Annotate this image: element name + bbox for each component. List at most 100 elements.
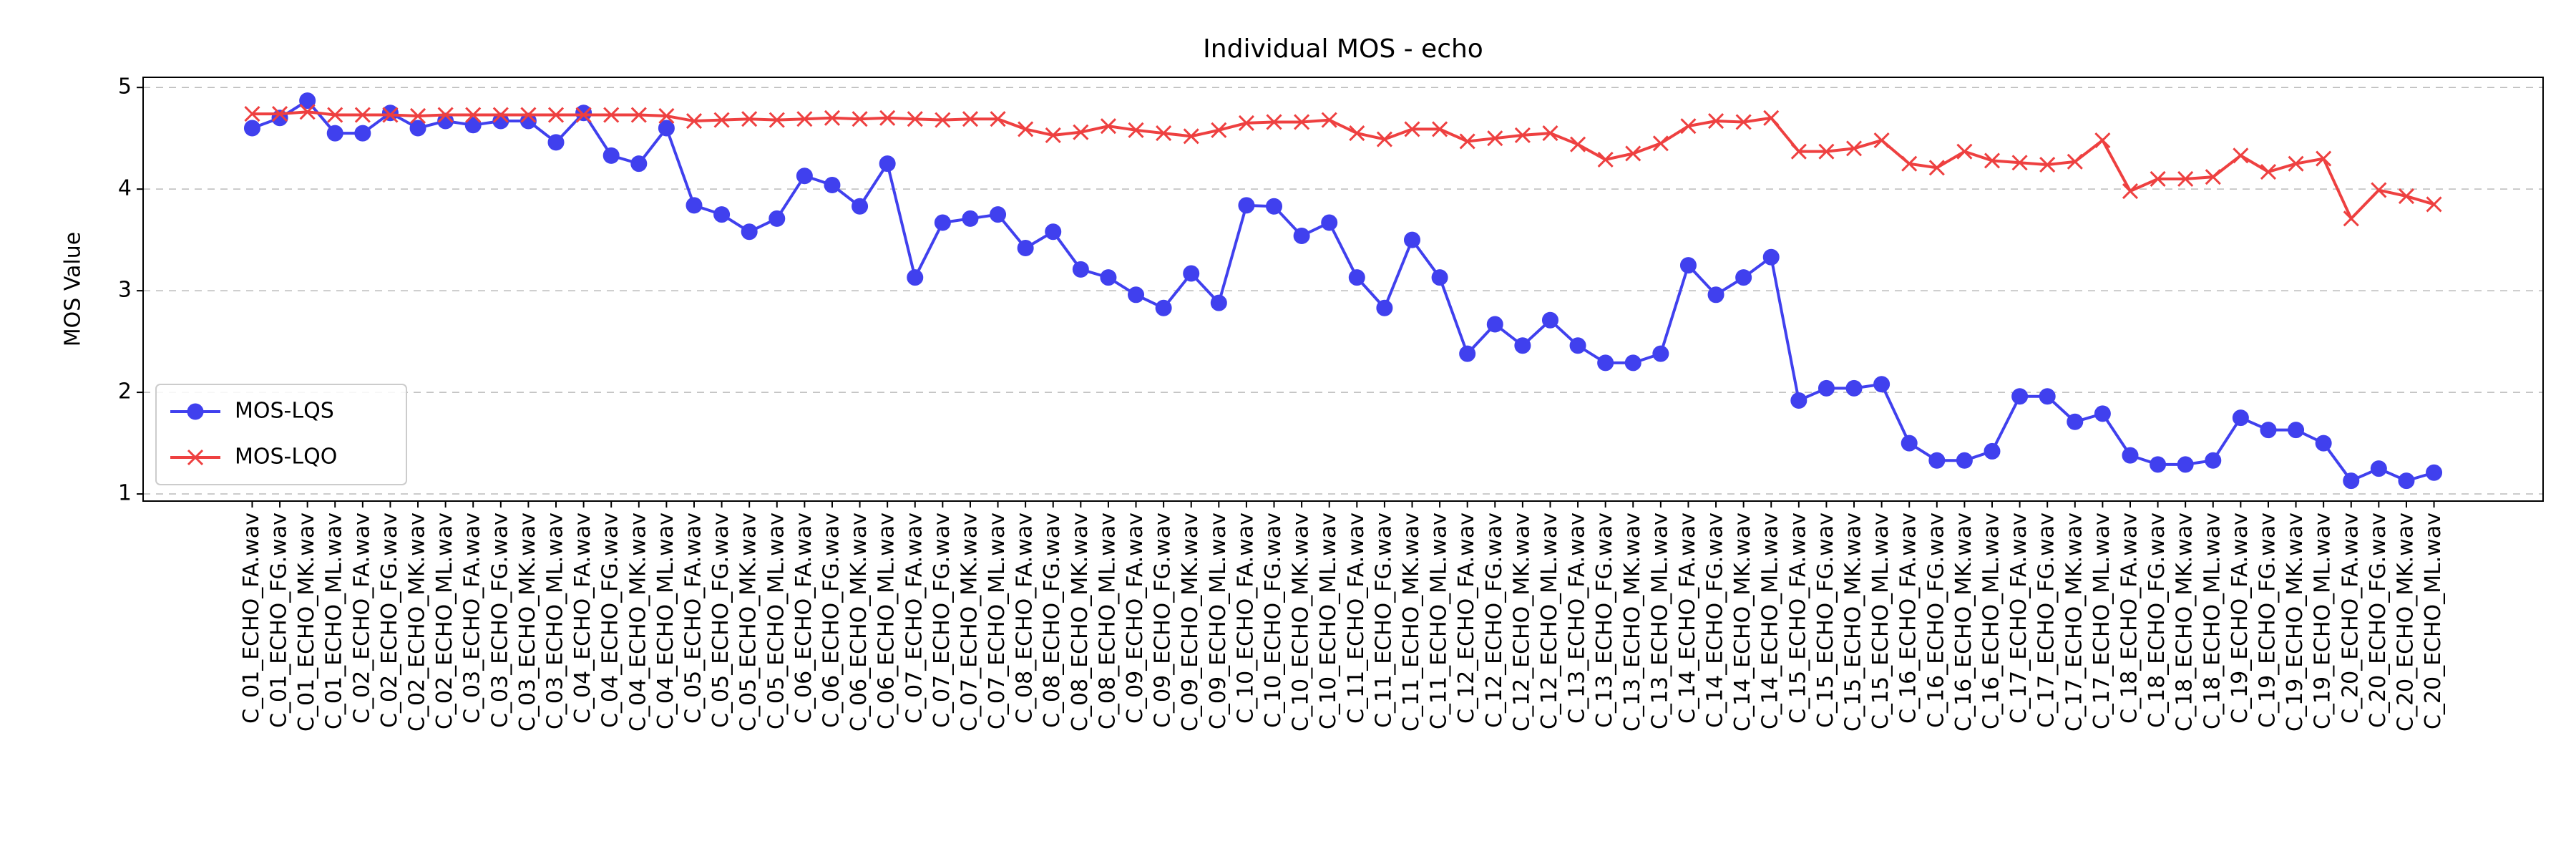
x-tick-label: C_01_ECHO_FA.wav — [239, 513, 264, 724]
point — [2370, 460, 2387, 477]
point — [962, 111, 979, 127]
point — [1376, 299, 1393, 316]
point — [1155, 299, 1172, 316]
x-tick-label: C_18_ECHO_FG.wav — [2145, 513, 2170, 728]
point — [271, 106, 288, 122]
point — [2067, 413, 2084, 430]
point — [658, 107, 675, 125]
x-tick-label: C_20_ECHO_FA.wav — [2338, 513, 2363, 724]
point — [1956, 452, 1973, 469]
point — [1459, 133, 1475, 150]
x-tick-label: C_01_ECHO_FG.wav — [267, 513, 292, 728]
x-tick-label: C_13_ECHO_FA.wav — [1565, 513, 1590, 724]
y-tick-label: 5 — [118, 74, 132, 100]
point — [2039, 157, 2056, 173]
point — [2232, 409, 2249, 427]
point — [1211, 122, 1227, 138]
x-tick-label: C_11_ECHO_FG.wav — [1371, 513, 1396, 728]
point — [492, 112, 509, 130]
point — [1294, 114, 1310, 130]
point — [1072, 261, 1089, 278]
point — [437, 112, 454, 130]
point — [2398, 472, 2415, 490]
x-tick-label: C_19_ECHO_ML.wav — [2311, 513, 2336, 729]
x-tick-label: C_05_ECHO_FG.wav — [708, 513, 733, 728]
point — [769, 210, 786, 227]
point — [2011, 388, 2029, 405]
x-tick-label: C_02_ECHO_FA.wav — [349, 513, 374, 724]
point — [713, 112, 730, 128]
point — [1128, 286, 1145, 304]
x-tick-label: C_03_ECHO_FA.wav — [460, 513, 485, 724]
point — [852, 198, 869, 215]
legend-marker — [187, 403, 204, 420]
x-tick-label: C_13_ECHO_FG.wav — [1592, 513, 1617, 728]
x-tick-label: C_14_ECHO_ML.wav — [1758, 513, 1783, 729]
point — [1487, 130, 1503, 147]
chart-title: Individual MOS - echo — [1203, 34, 1483, 64]
x-tick-label: C_06_ECHO_MK.wav — [847, 513, 872, 732]
point — [1431, 269, 1448, 286]
point — [575, 105, 592, 122]
point — [409, 120, 426, 137]
x-tick-label: C_11_ECHO_ML.wav — [1427, 513, 1452, 729]
x-tick-label: C_16_ECHO_FG.wav — [1923, 513, 1948, 728]
point — [1956, 143, 1973, 160]
x-tick-label: C_15_ECHO_FA.wav — [1785, 513, 1810, 724]
point — [2067, 153, 2083, 170]
x-tick-label: C_08_ECHO_MK.wav — [1068, 513, 1093, 732]
point — [354, 107, 371, 123]
point — [381, 105, 399, 122]
y-tick-label: 3 — [118, 278, 132, 303]
point — [326, 125, 343, 142]
point — [2039, 388, 2056, 405]
x-tick-label: C_17_ECHO_FG.wav — [2034, 513, 2059, 728]
point — [2150, 456, 2167, 473]
x-tick-label: C_01_ECHO_ML.wav — [322, 513, 347, 729]
x-tick-label: C_04_ECHO_MK.wav — [625, 513, 650, 732]
point — [2150, 170, 2166, 188]
point — [1100, 118, 1116, 135]
x-tick-label: C_08_ECHO_FG.wav — [1040, 513, 1065, 728]
point — [2316, 150, 2332, 167]
x-tick-label: C_16_ECHO_ML.wav — [1979, 513, 2004, 729]
point — [2177, 456, 2194, 473]
point — [1735, 114, 1752, 130]
x-tick-label: C_12_ECHO_ML.wav — [1537, 513, 1562, 729]
point — [603, 107, 620, 123]
point — [630, 107, 647, 123]
point — [382, 107, 399, 123]
point — [1928, 160, 1945, 176]
point — [990, 111, 1006, 127]
x-tick-label: C_17_ECHO_FA.wav — [2006, 513, 2031, 724]
x-tick-label: C_17_ECHO_ML.wav — [2089, 513, 2114, 729]
point — [2122, 447, 2139, 464]
x-tick-label: C_10_ECHO_FA.wav — [1233, 513, 1258, 724]
x-tick-label: C_16_ECHO_MK.wav — [1951, 513, 1976, 732]
x-tick-label: C_05_ECHO_FA.wav — [680, 513, 706, 724]
legend-marker — [187, 449, 204, 466]
point — [1348, 269, 1365, 286]
point — [1238, 197, 1255, 214]
point — [1873, 376, 1890, 393]
point — [299, 92, 316, 110]
point — [437, 107, 454, 123]
x-tick-label: C_10_ECHO_ML.wav — [1316, 513, 1341, 729]
legend-label: MOS-LQS — [235, 399, 334, 424]
plot-frame — [142, 77, 2544, 502]
point — [2233, 147, 2249, 164]
point — [1321, 112, 1337, 128]
x-tick-label: C_05_ECHO_ML.wav — [763, 513, 789, 729]
point — [602, 147, 620, 164]
point — [1984, 152, 2001, 169]
x-tick-label: C_20_ECHO_MK.wav — [2393, 513, 2418, 732]
x-tick-label: C_14_ECHO_FG.wav — [1703, 513, 1728, 728]
point — [879, 155, 896, 173]
x-tick-label: C_02_ECHO_FG.wav — [377, 513, 402, 728]
x-tick-label: C_19_ECHO_FG.wav — [2255, 513, 2280, 728]
point — [464, 117, 482, 134]
point — [519, 112, 537, 130]
point — [1652, 135, 1669, 152]
point — [713, 206, 731, 223]
point — [630, 155, 648, 173]
